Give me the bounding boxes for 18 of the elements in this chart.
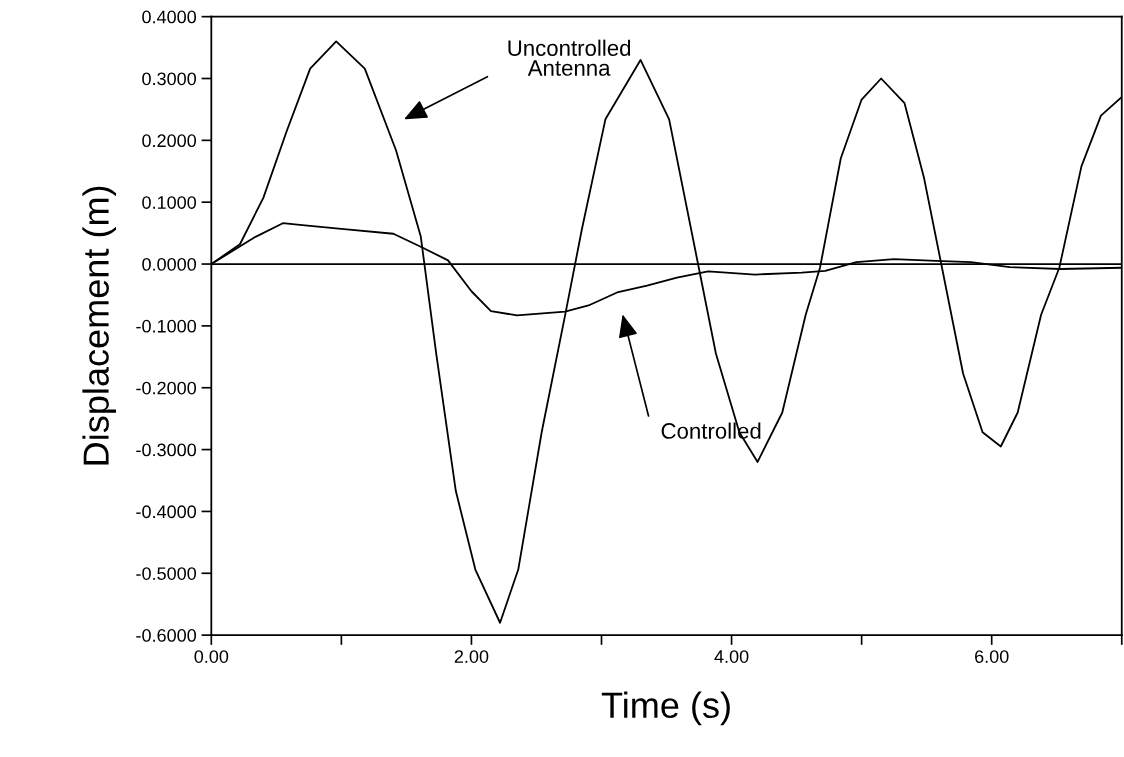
y-tick-label: 0.2000 [142, 134, 197, 148]
y-axis-title: Displacement (m) [82, 186, 117, 465]
x-tick-label: 4.00 [714, 650, 749, 663]
y-tick-label: 0.3000 [142, 72, 197, 86]
x-tick-label: 2.00 [454, 650, 489, 663]
y-tick-label: -0.6000 [136, 629, 197, 642]
y-tick-label: -0.1000 [136, 319, 197, 333]
y-tick-label: -0.2000 [136, 381, 197, 395]
x-tick-label: 0.00 [194, 650, 229, 663]
y-tick-label: 0.1000 [142, 196, 197, 209]
annotation: Uncontrolled Antenna [508, 39, 631, 76]
x-tick-label: 6.00 [975, 650, 1009, 663]
y-tick-label: -0.5000 [136, 567, 197, 580]
y-tick-label: 0.4000 [142, 10, 197, 24]
y-tick-label: 0.0000 [142, 257, 197, 271]
x-axis-title: Time (s) [601, 691, 730, 726]
y-tick-label: -0.4000 [136, 505, 197, 519]
y-tick-label: -0.3000 [136, 443, 197, 457]
